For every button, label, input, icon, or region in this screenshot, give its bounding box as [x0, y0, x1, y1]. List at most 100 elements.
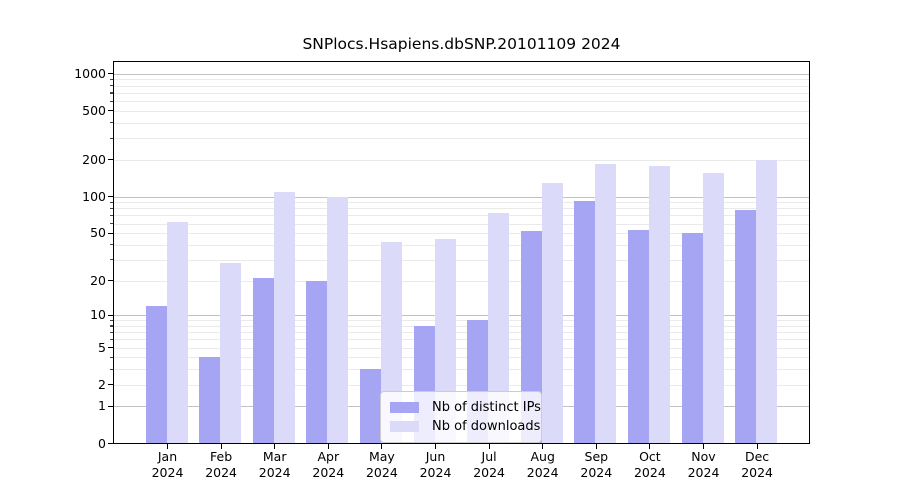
- y-axis-minor-tick: [110, 201, 113, 203]
- y-axis-minor-tick: [110, 122, 113, 124]
- bar-downloads-jan: [166, 221, 188, 444]
- y-axis-tick-label: 10: [90, 306, 106, 322]
- minor-gridline: [113, 244, 810, 246]
- month-year: 2024: [687, 464, 720, 480]
- y-axis-tick: [107, 405, 113, 407]
- minor-gridline: [113, 325, 810, 327]
- x-axis-tick: [488, 444, 490, 449]
- x-axis-month-label: Apr 2024: [312, 449, 344, 480]
- bar-distinct-ips-dec: [735, 209, 757, 444]
- major-gridline: [113, 196, 810, 198]
- minor-gridline: [113, 215, 810, 217]
- x-axis-tick: [274, 444, 276, 449]
- minor-gridline: [113, 369, 810, 371]
- bar-distinct-ips-oct: [627, 230, 649, 444]
- bar-distinct-ips-feb: [199, 357, 221, 444]
- y-axis-tick: [107, 110, 113, 112]
- bar-distinct-ips-jan: [145, 306, 167, 444]
- minor-gridline: [113, 332, 810, 334]
- x-axis-tick: [220, 444, 222, 449]
- bar-distinct-ips-nov: [681, 233, 703, 444]
- month-name: Jun: [425, 449, 446, 464]
- y-axis-tick-label: 20: [90, 272, 106, 288]
- y-axis-minor-tick: [110, 244, 113, 246]
- minor-gridline: [113, 110, 810, 112]
- minor-gridline: [113, 202, 810, 204]
- month-name: Jan: [157, 449, 178, 464]
- y-axis-minor-tick: [110, 100, 113, 102]
- y-axis-minor-tick: [110, 338, 113, 341]
- y-axis-tick-label: 0: [98, 435, 106, 451]
- y-axis-minor-tick: [110, 223, 113, 225]
- y-axis-tick: [107, 442, 113, 445]
- x-axis-month-label: Jun 2024: [420, 449, 452, 480]
- y-axis-minor-tick: [110, 92, 113, 94]
- y-axis-tick-label: 2: [98, 376, 106, 392]
- month-name: Aug: [530, 449, 555, 464]
- month-name: May: [368, 449, 395, 464]
- x-axis-month-label: Feb 2024: [205, 449, 237, 480]
- bar-downloads-oct: [648, 166, 670, 444]
- x-axis-tick: [327, 444, 329, 449]
- minor-gridline: [113, 85, 810, 87]
- month-name: Mar: [262, 449, 287, 464]
- month-year: 2024: [526, 464, 559, 480]
- y-axis-tick: [107, 232, 113, 234]
- month-name: Apr: [317, 449, 340, 464]
- minor-gridline: [113, 384, 810, 386]
- minor-gridline: [113, 347, 810, 349]
- minor-gridline: [113, 320, 810, 322]
- bar-downloads-nov: [702, 172, 724, 444]
- month-year: 2024: [258, 464, 291, 480]
- y-axis-minor-tick: [110, 331, 113, 333]
- minor-gridline: [113, 357, 810, 359]
- legend: Nb of distinct IPs Nb of downloads: [380, 391, 542, 443]
- legend-swatch-downloads: [390, 420, 419, 432]
- x-axis-month-label: Oct 2024: [634, 449, 666, 480]
- legend-item-distinct-ips: Nb of distinct IPs: [390, 398, 541, 416]
- month-year: 2024: [312, 464, 345, 480]
- minor-gridline: [113, 259, 810, 261]
- month-name: Sep: [584, 449, 609, 464]
- x-axis-tick: [756, 444, 758, 449]
- bar-downloads-feb: [220, 263, 242, 444]
- bar-distinct-ips-sep: [574, 200, 596, 444]
- y-axis-tick: [107, 159, 113, 161]
- y-axis-tick-label: 100: [82, 188, 106, 204]
- y-axis-minor-tick: [110, 78, 113, 81]
- month-year: 2024: [151, 464, 184, 480]
- legend-swatch-distinct-ips: [390, 401, 419, 413]
- month-name: Jul: [481, 449, 497, 464]
- plot-area: [113, 61, 810, 444]
- bar-downloads-aug: [541, 183, 563, 444]
- y-axis-minor-tick: [110, 85, 113, 87]
- y-axis-tick-label: 200: [82, 151, 106, 167]
- major-gridline: [113, 73, 810, 75]
- x-axis-month-label: Sep 2024: [580, 449, 612, 480]
- x-axis-month-label: Aug 2024: [527, 449, 559, 480]
- x-axis-month-label: May 2024: [366, 449, 398, 480]
- bar-downloads-jul: [488, 213, 510, 444]
- x-axis-tick: [166, 444, 169, 449]
- x-axis-tick: [702, 444, 705, 449]
- x-axis-tick: [649, 444, 651, 449]
- y-axis-minor-tick: [110, 259, 113, 261]
- bar-distinct-ips-may: [359, 369, 381, 444]
- x-axis-month-label: Nov 2024: [688, 449, 720, 480]
- minor-gridline: [113, 101, 810, 103]
- y-axis-tick: [107, 73, 113, 75]
- x-axis-month-label: Dec 2024: [741, 449, 773, 480]
- y-axis-tick-label: 1000: [74, 65, 106, 81]
- y-axis-minor-tick: [110, 207, 113, 210]
- y-axis-minor-tick: [110, 325, 113, 327]
- bar-downloads-dec: [756, 159, 778, 444]
- bar-downloads-sep: [595, 163, 617, 444]
- minor-gridline: [113, 122, 810, 124]
- bar-downloads-apr: [327, 196, 349, 444]
- x-axis-tick: [542, 444, 544, 449]
- legend-label-downloads: Nb of downloads: [432, 418, 541, 434]
- y-axis-minor-tick: [110, 319, 113, 321]
- legend-label-distinct-ips: Nb of distinct IPs: [432, 399, 541, 415]
- y-axis-minor-tick: [110, 356, 113, 359]
